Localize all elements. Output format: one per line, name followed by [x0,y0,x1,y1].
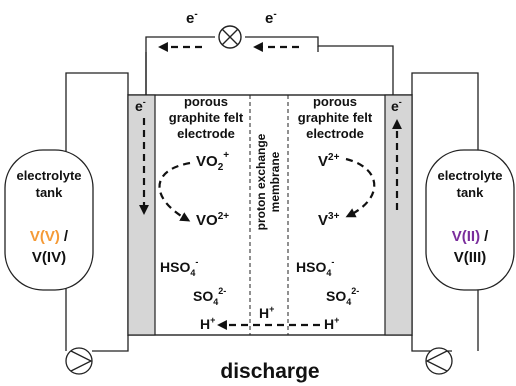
left-tank-species: V(V) / [30,228,69,245]
right-tank-species: V(II) / [452,228,489,245]
left-electrolyte-tank: electrolyte tank V(V) / V(IV) [4,149,94,291]
top-electron-right: e- [265,9,277,27]
ion-so4-right: SO42- [326,286,359,307]
ion-v-2plus: V2+ [318,152,340,170]
ion-hso4-left: HSO4- [160,257,198,278]
right-electrode-label-3: electrode [306,126,364,141]
ion-so4-left: SO42- [193,286,226,307]
left-current-collector [127,94,156,336]
left-electrode-electron: e- [135,97,146,114]
pump-icon [425,347,453,375]
left-electrode-label-1: porous [184,94,228,109]
left-tank-title-1: electrolyte [16,168,81,183]
ion-vo2-plus: VO2+ [196,150,229,173]
ion-h-right: H+ [324,315,339,332]
right-electrode-electron: e- [391,97,402,114]
right-electrode-label-1: porous [313,94,357,109]
right-tank-title-1: electrolyte [437,168,502,183]
ion-hso4-right: HSO4- [296,257,334,278]
ion-vo-2plus: VO2+ [196,211,229,229]
membrane-label-2: membrane [268,151,282,212]
pump-icon [65,347,93,375]
left-tank-species2: V(IV) [32,249,66,266]
right-reaction-arrow [345,157,376,218]
left-electrode-label-3: electrode [177,126,235,141]
right-electrolyte-tank: electrolyte tank V(II) / V(III) [425,149,515,291]
right-electrode-label-2: graphite felt [298,110,373,125]
ion-v-3plus: V3+ [318,211,340,229]
ion-h-membrane: H+ [259,304,274,321]
circled-x-lamp-icon [218,25,242,49]
right-current-collector [384,94,413,336]
cell-body [127,94,413,336]
right-tank-species2: V(III) [454,249,487,266]
left-electrode-label-2: graphite felt [169,110,244,125]
left-reaction-arrow [158,161,191,222]
caption-discharge: discharge [220,360,319,383]
external-circuit [145,36,394,95]
membrane-label-1: proton exchange [254,133,268,230]
left-tank-title-2: tank [36,185,64,200]
right-tank-title-2: tank [457,185,485,200]
ion-h-left: H+ [200,315,215,332]
top-electron-left: e- [186,9,198,27]
